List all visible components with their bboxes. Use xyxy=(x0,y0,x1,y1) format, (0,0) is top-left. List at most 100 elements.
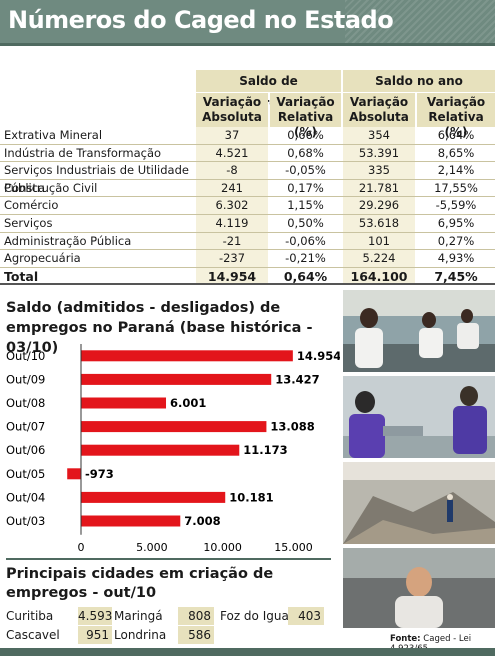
table-row: Extrativa Mineral 37 0,66% 354 6,64% xyxy=(0,127,495,145)
table-cell: 0,66% xyxy=(287,128,324,142)
table-cell: 29.296 xyxy=(358,198,400,213)
subheader-abs-year: Variação Absoluta xyxy=(343,93,415,127)
table-cell: -0,05% xyxy=(285,163,326,178)
city-item: Foz do Iguaçu 403 xyxy=(220,607,324,625)
table-cell: -0,06% xyxy=(285,233,326,248)
bar xyxy=(67,468,81,480)
table-cell: 0,68% xyxy=(287,145,324,160)
photo-workers-masks xyxy=(343,376,495,458)
bar xyxy=(81,397,167,409)
table-cell: -21 xyxy=(222,233,242,248)
table-cell: 101 xyxy=(368,233,390,248)
bottom-bar xyxy=(0,648,495,656)
table-cell: 4,93% xyxy=(437,251,475,266)
row-label: Administração Pública xyxy=(4,233,132,248)
city-value: 951 xyxy=(78,626,112,644)
table-cell: 0,50% xyxy=(287,216,324,230)
group-header-october: Saldo de Outubro/2010 xyxy=(196,70,341,110)
subheader-rel-oct: Variação Relativa (%) xyxy=(270,93,341,139)
row-label: Extrativa Mineral xyxy=(4,128,103,142)
column-shade xyxy=(343,127,415,285)
table-cell: 37 xyxy=(224,128,240,142)
tick-label: 15.000 xyxy=(274,541,313,554)
value-label: 13.427 xyxy=(275,372,319,386)
city-value: 403 xyxy=(288,607,324,625)
row-label: Comércio xyxy=(4,198,59,213)
subheader-line: Relativa (%) xyxy=(277,110,334,139)
value-label: 6.001 xyxy=(170,396,206,410)
city-item: Maringá 808 xyxy=(114,607,214,625)
row-label: Serviços xyxy=(4,216,53,230)
category-label: Out/05 xyxy=(6,467,45,481)
value-label: 13.088 xyxy=(270,420,314,434)
subheader-abs-oct: Variação Absoluta xyxy=(196,93,268,127)
divider xyxy=(6,558,331,560)
table-row: Serviços 4.119 0,50% 53.618 6,95% xyxy=(0,215,495,233)
city-item: Cascavel 951 xyxy=(6,626,112,644)
row-label: Agropecuária xyxy=(4,251,81,266)
tick-label: 0 xyxy=(78,541,85,554)
value-label: 7.008 xyxy=(184,514,220,528)
category-label: Out/08 xyxy=(6,396,45,410)
table-cell: 4.521 xyxy=(215,145,249,160)
subheader-line: Variação xyxy=(202,95,262,109)
header-bar: Números do Caged no Estado xyxy=(0,0,495,46)
category-label: Out/07 xyxy=(6,420,45,434)
bar xyxy=(81,444,240,456)
table-row: Comércio 6.302 1,15% 29.296 -5,59% xyxy=(0,197,495,215)
subheader-line: Absoluta xyxy=(349,110,409,124)
table-cell: 53.391 xyxy=(358,145,400,160)
subheader-line: Variação xyxy=(426,95,486,109)
photo-engineer xyxy=(343,548,495,628)
bar xyxy=(81,515,181,527)
bar xyxy=(81,491,226,503)
subheader-line: Variação xyxy=(349,95,409,109)
column-shade xyxy=(196,127,268,285)
photo-construction-site xyxy=(343,462,495,544)
bar-chart: Out/10 14.954 Out/09 13.427 Out/08 6.001 Out/0… xyxy=(6,344,340,554)
category-label: Out/10 xyxy=(6,349,45,363)
row-label: Indústria de Transformação xyxy=(4,145,162,160)
table-cell: 0,64% xyxy=(283,268,328,284)
table-row: Administração Pública -21 -0,06% 101 0,27% xyxy=(0,233,495,251)
table-cell: 4.119 xyxy=(215,216,249,230)
row-label: Construção Civil xyxy=(4,180,98,195)
table-cell: 7,45% xyxy=(434,268,478,284)
table-cell: 8,65% xyxy=(437,145,475,160)
table-cell: 1,15% xyxy=(287,198,324,213)
city-name: Cascavel xyxy=(6,628,60,642)
table-cell: -8 xyxy=(226,163,238,178)
table-cell: -237 xyxy=(218,251,246,266)
category-label: Out/09 xyxy=(6,372,45,386)
category-label: Out/04 xyxy=(6,490,45,504)
tick-label: 5.000 xyxy=(136,541,168,554)
table-cell: 6,95% xyxy=(437,216,475,230)
subheader-line: Variação xyxy=(276,95,335,109)
table-cell: 2,14% xyxy=(437,163,475,178)
bar xyxy=(81,421,267,433)
table-cell: 0,27% xyxy=(437,233,475,248)
table-row: Construção Civil 241 0,17% 21.781 17,55% xyxy=(0,180,495,198)
bar xyxy=(81,373,272,385)
source-label: Fonte: xyxy=(390,634,421,644)
cities-title: Principais cidades em criação de emprego… xyxy=(6,566,274,601)
table-cell: 0,17% xyxy=(287,180,324,195)
table-cell: 354 xyxy=(368,128,390,142)
city-value: 808 xyxy=(178,607,214,625)
chart-title: Saldo (admitidos - desligados) de empreg… xyxy=(6,300,313,356)
subheader-rel-year: Variação Relativa (%) xyxy=(417,93,495,139)
table-cell: 6,64% xyxy=(437,128,475,142)
photo-factory-workers xyxy=(343,290,495,372)
value-label: 14.954 xyxy=(297,349,340,363)
table-cell: 17,55% xyxy=(434,180,478,195)
city-name: Londrina xyxy=(114,628,167,642)
bar xyxy=(81,350,293,362)
table-row: Serviços Industriais de Utilidade Públic… xyxy=(0,162,495,195)
group-header-year: Saldo no ano xyxy=(343,70,495,92)
city-name: Foz do Iguaçu xyxy=(220,609,304,623)
table-row: Agropecuária -237 -0,21% 5.224 4,93% xyxy=(0,250,495,268)
value-label: 11.173 xyxy=(243,443,287,457)
page-title: Números do Caged no Estado xyxy=(8,6,394,34)
table-cell: 6.302 xyxy=(215,198,249,213)
value-label: 10.181 xyxy=(229,490,273,504)
